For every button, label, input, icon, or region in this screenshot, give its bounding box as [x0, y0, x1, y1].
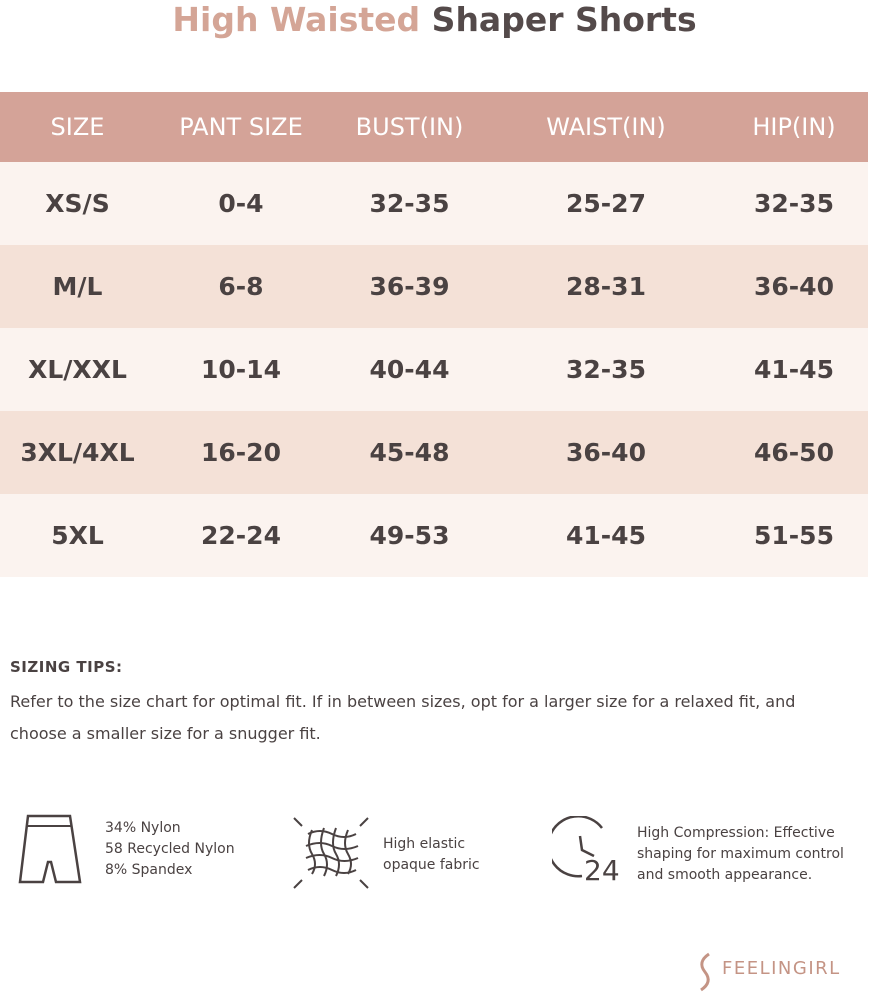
header-cell: HIP(IN) [752, 113, 836, 141]
feature-line: 34% Nylon [105, 820, 181, 836]
tips-line: Refer to the size chart for optimal fit.… [10, 692, 796, 711]
title-accent: High Waisted [172, 0, 421, 39]
table-cell: 40-44 [369, 355, 450, 384]
header-cell: SIZE [50, 113, 105, 141]
feature-line: High elastic [383, 836, 466, 852]
table-cell: 25-27 [566, 189, 646, 218]
table-cell: 45-48 [369, 438, 450, 467]
brand: FEELINGIRL [722, 958, 841, 979]
table-cell: 41-45 [566, 521, 646, 550]
feature-line: and smooth appearance. [637, 867, 813, 883]
table-cell: 28-31 [566, 272, 646, 301]
table-cell: 10-14 [201, 355, 281, 384]
feature-line: 58 Recycled Nylon [105, 841, 235, 857]
table-cell: 49-53 [369, 521, 450, 550]
header-cell: PANT SIZE [179, 113, 303, 141]
table-cell: 36-40 [566, 438, 646, 467]
table-cell: 41-45 [754, 355, 834, 384]
header-row: SIZE PANT SIZE BUST(IN) WAIST(IN) HIP(IN) [0, 92, 868, 162]
size-table: SIZE PANT SIZE BUST(IN) WAIST(IN) HIP(IN) XS/… [0, 92, 868, 577]
table-cell: 22-24 [201, 521, 281, 550]
table-cell: XS/S [45, 189, 110, 218]
fabric-icon [293, 817, 369, 889]
table-cell: 36-39 [369, 272, 450, 301]
feature-text: High Compression: Effective shaping for m… [637, 823, 844, 886]
table-row: M/L 6-8 36-39 28-31 36-40 [0, 245, 868, 328]
feature-text: 34% Nylon 58 Recycled Nylon 8% Spandex [105, 818, 235, 881]
table-cell: 32-35 [754, 189, 834, 218]
header-cell: WAIST(IN) [546, 113, 666, 141]
title: High Waisted Shaper Shorts [0, 0, 869, 39]
table-row: 5XL 22-24 49-53 41-45 51-55 [0, 494, 868, 577]
table-cell: 32-35 [566, 355, 646, 384]
table-cell: 3XL/4XL [20, 438, 135, 467]
table-cell: 0-4 [218, 189, 264, 218]
header-cell: BUST(IN) [355, 113, 464, 141]
table-cell: 46-50 [754, 438, 834, 467]
table-cell: 6-8 [218, 272, 264, 301]
table-cell: 5XL [51, 521, 104, 550]
tips-line: choose a smaller size for a snugger fit. [10, 724, 321, 743]
table-row: XS/S 0-4 32-35 25-27 32-35 [0, 162, 868, 245]
clock-icon: 24 [552, 816, 620, 886]
table-cell: 51-55 [754, 521, 834, 550]
feature-line: opaque fabric [383, 857, 480, 873]
table-row: 3XL/4XL 16-20 45-48 36-40 46-50 [0, 411, 868, 494]
feature-text: High elastic opaque fabric [383, 834, 480, 876]
feature-line: shaping for maximum control [637, 846, 844, 862]
brand-logo [700, 952, 710, 992]
table-cell: 32-35 [369, 189, 450, 218]
table-cell: 16-20 [201, 438, 281, 467]
table-cell: M/L [52, 272, 103, 301]
table-cell: 36-40 [754, 272, 834, 301]
title-main: Shaper Shorts [431, 0, 697, 39]
feature-line: High Compression: Effective [637, 825, 835, 841]
feature-line: 8% Spandex [105, 862, 193, 878]
shorts-icon [18, 814, 82, 884]
svg-text:24: 24 [584, 854, 620, 886]
table-cell: XL/XXL [28, 355, 127, 384]
table-row: XL/XXL 10-14 40-44 32-35 41-45 [0, 328, 868, 411]
tips-heading: SIZING TIPS: [10, 658, 123, 676]
